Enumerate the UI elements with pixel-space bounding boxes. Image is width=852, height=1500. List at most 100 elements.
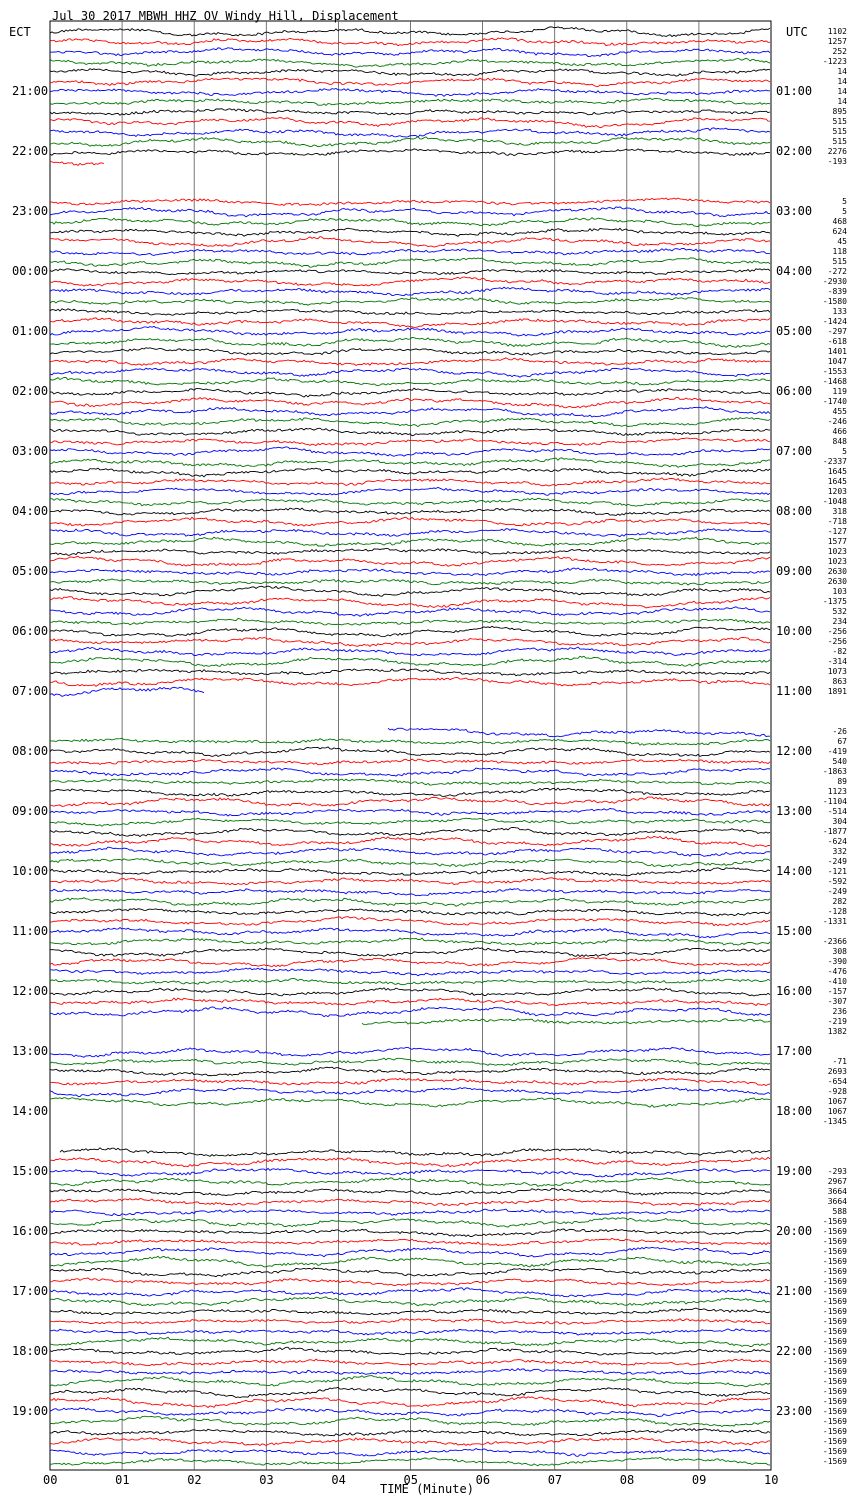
trace-line [49,1198,771,1206]
left-hour-label: 08:00 [12,744,49,758]
trace-line [49,997,770,1007]
x-tick-label: 05 [403,1473,418,1487]
trace-line [49,778,771,786]
trace-offset-value: -1569 [822,1387,847,1396]
trace-line [49,1228,771,1237]
trace-line [49,197,771,207]
right-hour-label: 07:00 [776,444,813,458]
trace-line [49,497,771,507]
trace-offset-value: 1067 [827,1107,847,1116]
trace-offset-value: 1023 [827,547,847,556]
trace-offset-value: -26 [832,727,847,736]
trace-offset-value: 540 [832,757,847,766]
trace-line [49,286,771,297]
trace-offset-value: -1569 [822,1297,847,1306]
trace-offset-value: 455 [832,407,847,416]
trace-line [49,347,771,356]
trace-offset-value: -1569 [822,1257,847,1266]
trace-offset-value: -419 [827,747,847,756]
trace-offset-value: 332 [832,847,847,856]
trace-line [49,1255,771,1268]
trace-line [49,217,771,227]
trace-offset-value: -249 [827,857,847,866]
trace-line [49,136,771,148]
trace-line [49,1375,771,1388]
trace-offset-value: 1102 [827,27,847,36]
trace-offset-value: -1569 [822,1407,847,1416]
trace-line [361,1018,771,1026]
trace-offset-value: -1375 [822,597,847,606]
trace-offset-value: -718 [827,517,847,526]
left-timezone-label: ECT [9,25,31,39]
left-hour-label: 06:00 [12,624,49,638]
trace-line [49,268,771,275]
trace-offset-value: -1569 [822,1367,847,1376]
trace-line [49,1447,771,1457]
right-hour-label: 10:00 [776,624,813,638]
trace-line [49,117,771,129]
right-hour-label: 21:00 [776,1284,813,1298]
trace-line [49,1057,771,1066]
trace-line [49,297,771,306]
trace-line [49,235,771,248]
trace-line [50,528,771,538]
trace-offset-value: 252 [832,47,847,56]
trace-offset-value: -157 [827,987,847,996]
trace-line [49,585,771,597]
trace-line [49,1396,771,1409]
trace-line [49,1077,771,1087]
trace-offset-value: 118 [832,247,847,256]
trace-offset-value: -1569 [822,1397,847,1406]
trace-line [59,1147,771,1157]
trace-line [49,567,771,577]
trace-line [49,1087,771,1097]
trace-offset-value: -1569 [822,1437,847,1446]
trace-line [49,1336,771,1347]
trace-line [49,787,771,797]
trace-offset-value: 532 [832,607,847,616]
trace-offset-value: -256 [827,627,847,636]
right-hour-label: 04:00 [776,264,813,278]
trace-offset-value: 103 [832,587,847,596]
trace-line [49,417,771,428]
trace-offset-value: 2967 [827,1177,847,1186]
trace-line [49,1358,771,1366]
trace-offset-value: 1382 [827,1027,847,1036]
trace-line [49,1407,771,1417]
trace-line [49,406,771,418]
chart-title: Jul 30 2017 MBWH HHZ OV Windy Hill, Disp… [52,9,399,23]
trace-offset-value: -82 [832,647,847,656]
trace-offset-value: 1123 [827,787,847,796]
trace-line [49,937,771,946]
trace-line [49,77,771,88]
trace-line [49,1006,771,1018]
trace-line [49,68,771,77]
x-tick-label: 10 [764,1473,779,1487]
trace-line [49,1246,771,1258]
trace-offset-value: -1569 [822,1347,847,1356]
left-hour-label: 17:00 [12,1284,49,1298]
trace-line [49,1177,771,1187]
trace-line [49,37,770,47]
trace-offset-value: -256 [827,637,847,646]
trace-offset-value: -1553 [822,367,847,376]
trace-line [49,835,770,847]
trace-offset-value: 14 [837,67,847,76]
trace-line [50,1415,771,1428]
trace-offset-value: -1569 [822,1337,847,1346]
trace-line [49,867,771,877]
trace-offset-value: 515 [832,257,847,266]
trace-offset-value: 133 [832,307,847,316]
left-hour-label: 03:00 [12,444,49,458]
trace-line [49,767,771,777]
right-hour-label: 05:00 [776,324,813,338]
trace-offset-value: -127 [827,527,847,536]
trace-line [49,737,771,746]
right-hour-label: 19:00 [776,1164,813,1178]
x-tick-label: 01 [115,1473,130,1487]
left-hour-label: 07:00 [12,684,49,698]
trace-offset-value: 89 [837,777,847,786]
trace-offset-value: -1424 [822,317,847,326]
trace-offset-value: 468 [832,217,847,226]
